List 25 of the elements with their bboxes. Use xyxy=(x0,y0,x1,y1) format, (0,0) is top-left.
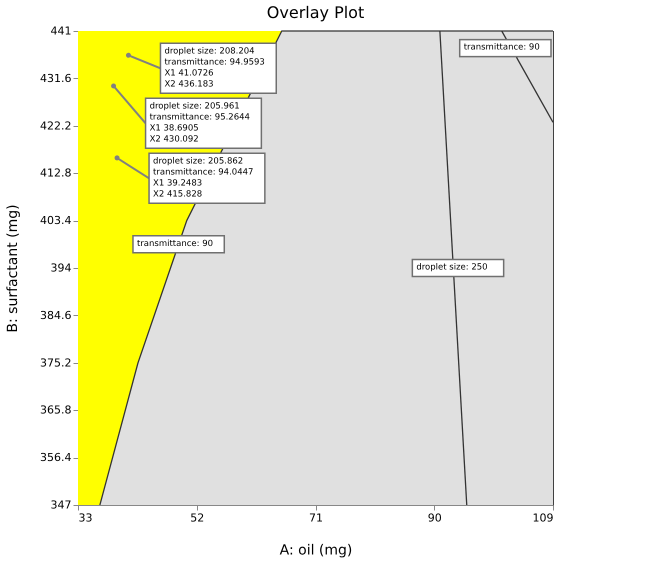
annotation: droplet size: 205.862 transmittance: 94.0447 X1 39.2483 X2 415.828 xyxy=(153,156,254,200)
y-tick-label: 422.2 xyxy=(40,119,72,132)
chart-title: Overlay Plot xyxy=(266,3,364,22)
x-tick-label: 71 xyxy=(309,512,323,524)
y-tick-label: 347 xyxy=(50,498,72,512)
y-tick-label: 394 xyxy=(50,262,72,274)
y-tick-label: 375.2 xyxy=(40,356,72,370)
y-tick-label: 403.4 xyxy=(40,214,72,228)
annotation: transmittance: 90 xyxy=(464,42,540,53)
y-tick-label: 441 xyxy=(50,24,72,38)
x-tick-label: 109 xyxy=(532,512,554,524)
annotation: transmittance: 90 xyxy=(136,238,214,249)
y-tick-label: 431.6 xyxy=(40,72,72,85)
x-axis-title: A: oil (mg) xyxy=(280,542,352,558)
y-tick-label: 365.8 xyxy=(40,404,72,417)
annotation: droplet size: 250 xyxy=(416,262,488,272)
y-axis-title: B: surfactant (mg) xyxy=(5,204,22,333)
x-tick-label: 90 xyxy=(428,512,442,524)
y-tick-label: 356.4 xyxy=(40,451,72,464)
x-tick-label: 52 xyxy=(190,512,204,524)
annotation: droplet size: 208.204 transmittance: 94.9593 X1 41.0726 X2 436.183 xyxy=(164,46,265,90)
y-tick-label: 412.8 xyxy=(40,166,72,180)
annotation: droplet size: 205.961 transmittance: 95.2644 X1 38.6905 X2 430.092 xyxy=(150,101,250,144)
y-tick-label: 384.6 xyxy=(40,308,72,322)
x-tick-label: 33 xyxy=(78,512,92,524)
